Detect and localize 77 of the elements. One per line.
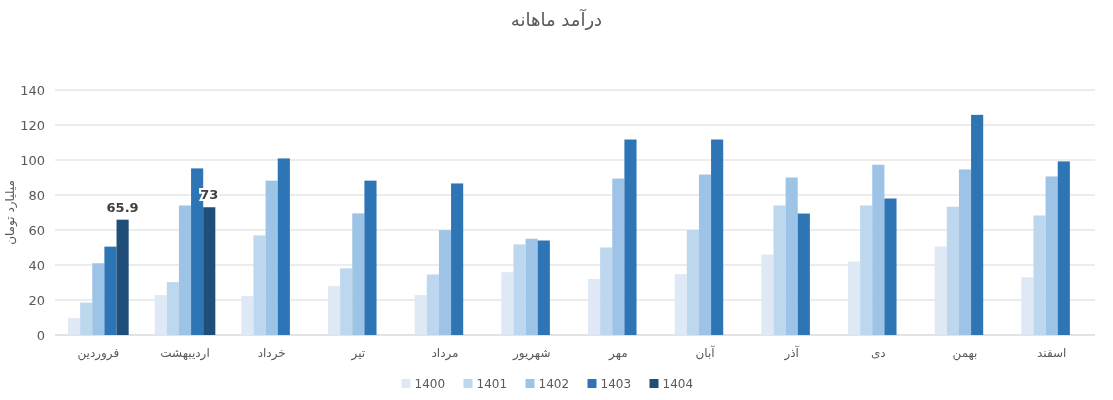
x-tick-label: شهریور [511, 346, 551, 361]
bar [253, 235, 266, 335]
y-tick-label: 100 [20, 153, 45, 168]
bar [451, 183, 464, 335]
bar [686, 230, 699, 335]
bar [785, 177, 798, 335]
bar [92, 263, 105, 335]
y-tick-label: 20 [28, 293, 45, 308]
bar [438, 230, 452, 335]
bar [860, 205, 873, 335]
bar [848, 261, 861, 335]
bar [426, 274, 439, 335]
bar [178, 205, 192, 335]
y-tick-label: 140 [20, 83, 45, 98]
x-tick-label: مرداد [431, 346, 459, 361]
x-tick-label: خرداد [257, 346, 286, 361]
y-tick-label: 60 [28, 223, 45, 238]
bar [773, 205, 786, 335]
bar [698, 174, 712, 335]
bar [674, 274, 687, 335]
bar [934, 246, 947, 335]
x-tick-label: اسفند [1036, 346, 1067, 360]
x-tick-label: اردیبهشت [160, 346, 210, 361]
bar [241, 296, 254, 335]
x-tick-label: آبان [695, 345, 716, 360]
bar [525, 238, 538, 335]
y-tick-label: 40 [28, 258, 45, 273]
bar [277, 158, 290, 335]
bar [761, 254, 774, 335]
bar [352, 213, 365, 335]
bar [68, 318, 81, 335]
x-tick-label: بهمن [952, 346, 978, 361]
bar [971, 114, 984, 335]
bar [80, 302, 93, 335]
legend-label: 1404 [662, 377, 694, 391]
bar [501, 272, 514, 335]
bar [1021, 277, 1034, 335]
bar [612, 178, 625, 335]
legend-label: 1400 [414, 377, 446, 391]
bar [116, 219, 129, 335]
bar [203, 207, 216, 335]
x-tick-label: آذر [783, 345, 800, 361]
x-tick-label: دی [870, 346, 886, 360]
bar [154, 295, 167, 335]
bar [166, 282, 179, 335]
bar [513, 244, 526, 335]
bar [958, 169, 972, 335]
bar [104, 246, 117, 335]
legend-label: 1403 [600, 377, 632, 391]
bar [340, 268, 353, 335]
bar [711, 139, 724, 335]
bar [872, 164, 885, 335]
bar [1045, 176, 1058, 335]
y-tick-label: 80 [28, 188, 45, 203]
bar [537, 240, 550, 335]
x-tick-label: تیر [350, 346, 366, 361]
bar [884, 198, 897, 335]
bar [1057, 161, 1070, 335]
bar [600, 247, 613, 335]
data-label: 65.9 [106, 199, 139, 215]
bar [364, 180, 377, 335]
bar [946, 206, 959, 335]
bar [328, 286, 341, 335]
y-tick-label: 0 [36, 328, 45, 343]
legend-label: 1401 [476, 377, 508, 391]
bar [588, 279, 601, 335]
bar [624, 139, 637, 335]
bar [265, 180, 278, 335]
legend-label: 1402 [538, 377, 570, 391]
bar [414, 295, 427, 335]
chart-title: درآمد ماهانه [510, 8, 603, 30]
y-axis-title: میلیارد تومان [3, 180, 18, 245]
x-tick-label: مهر [608, 346, 628, 361]
y-tick-label: 120 [20, 118, 45, 133]
x-tick-label: فروردین [77, 346, 120, 361]
bar [1033, 215, 1046, 335]
bar [797, 213, 810, 335]
